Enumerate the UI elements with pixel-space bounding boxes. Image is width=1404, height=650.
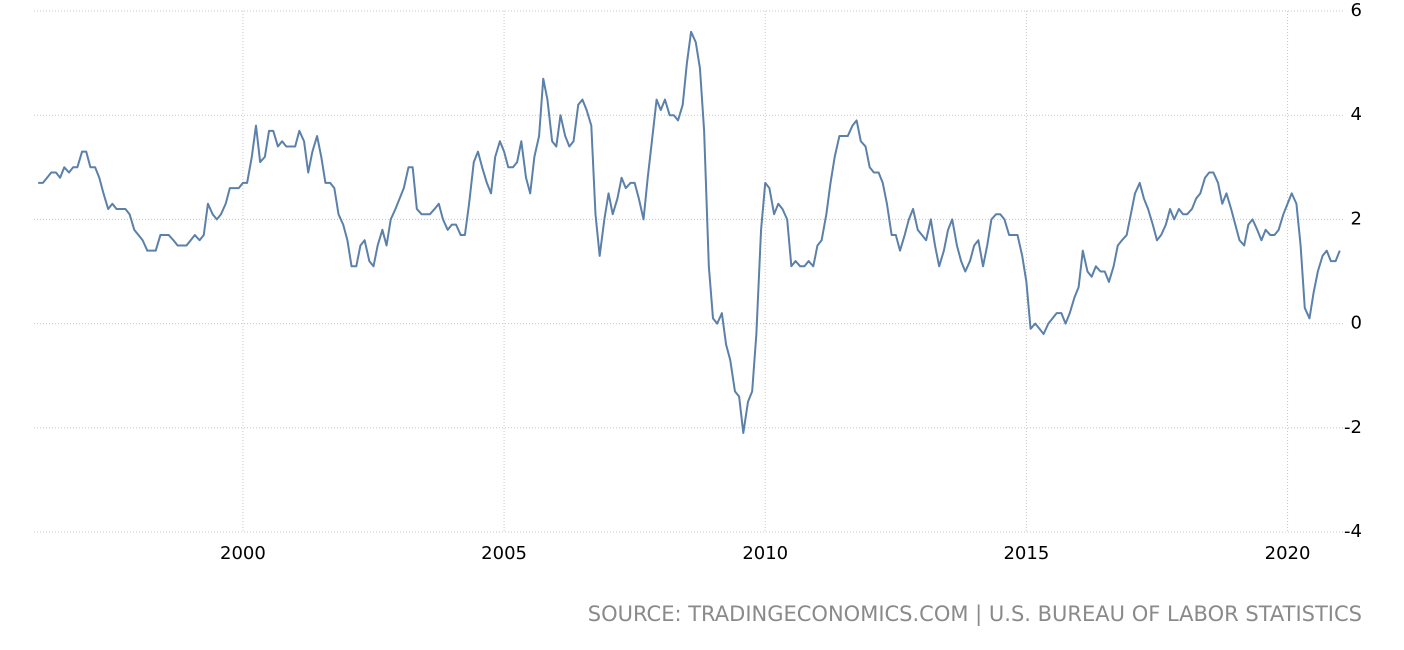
y-tick-label: 0 (1351, 313, 1362, 334)
x-tick-label: 2000 (220, 543, 266, 564)
data-line (38, 30, 1341, 435)
y-tick-label: 2 (1351, 208, 1362, 229)
y-tick-label: 6 (1351, 0, 1362, 21)
x-tick-label: 2020 (1265, 543, 1311, 564)
source: SOURCE: TRADINGECONOMICS.COM | U.S. BURE… (588, 602, 1362, 627)
y-tick-label: 4 (1351, 104, 1362, 125)
x-tick-label: 2010 (742, 543, 788, 564)
y-tick-label: -4 (1344, 521, 1362, 542)
y-tick-label: -2 (1344, 417, 1362, 438)
x-tick-label: 2005 (481, 543, 527, 564)
x-tick-label: 2015 (1003, 543, 1049, 564)
